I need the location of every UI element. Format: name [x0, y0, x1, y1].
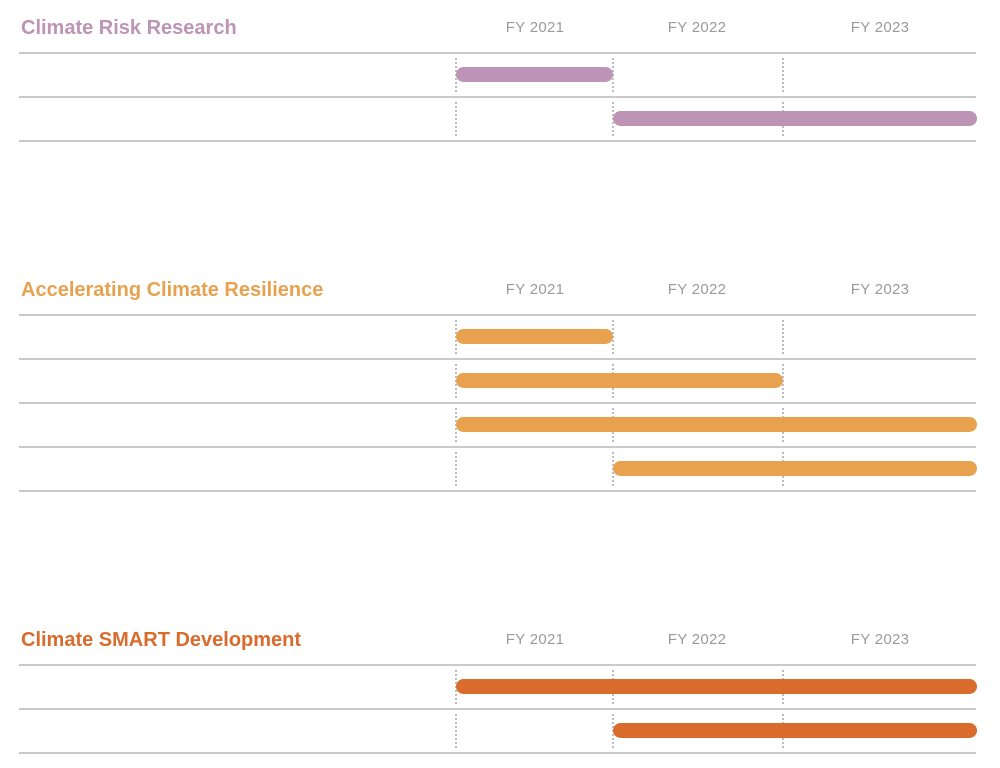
timeline-bar — [613, 461, 977, 476]
row-divider — [19, 96, 976, 98]
year-label: FY 2022 — [667, 19, 727, 36]
timeline-section: Climate Risk Research FY 2021 FY 2022 FY 20… — [0, 0, 1000, 144]
year-divider — [782, 58, 784, 92]
row-divider — [19, 314, 976, 316]
year-divider — [612, 320, 614, 354]
row-divider — [19, 708, 976, 710]
year-label: FY 2021 — [505, 19, 565, 36]
section-title: Climate SMART Development — [21, 629, 302, 651]
row-divider — [19, 752, 976, 754]
row-divider — [19, 446, 976, 448]
row-divider — [19, 358, 976, 360]
row-divider — [19, 402, 976, 404]
row-divider — [19, 52, 976, 54]
timeline-bar — [456, 417, 977, 432]
year-divider — [612, 58, 614, 92]
year-divider — [455, 714, 457, 748]
row-divider — [19, 664, 976, 666]
timeline-section: Accelerating Climate Resilience FY 2021 FY… — [0, 262, 1000, 494]
year-divider — [782, 364, 784, 398]
timeline-bar — [613, 723, 977, 738]
section-title: Accelerating Climate Resilience — [21, 279, 324, 301]
row-divider — [19, 490, 976, 492]
year-label: FY 2022 — [667, 281, 727, 298]
year-label: FY 2023 — [850, 19, 910, 36]
timeline-bar — [456, 67, 613, 82]
year-divider — [455, 102, 457, 136]
section-title: Climate Risk Research — [21, 17, 237, 39]
year-divider — [782, 320, 784, 354]
timeline-bar — [456, 329, 613, 344]
year-label: FY 2022 — [667, 631, 727, 648]
year-divider — [455, 452, 457, 486]
year-label: FY 2021 — [505, 281, 565, 298]
year-label: FY 2023 — [850, 631, 910, 648]
timeline-bar — [456, 679, 977, 694]
row-divider — [19, 140, 976, 142]
timeline-section: Climate SMART Development FY 2021 FY 2022 F… — [0, 612, 1000, 756]
timeline-bar — [456, 373, 783, 388]
year-label: FY 2021 — [505, 631, 565, 648]
year-label: FY 2023 — [850, 281, 910, 298]
timeline-bar — [613, 111, 977, 126]
